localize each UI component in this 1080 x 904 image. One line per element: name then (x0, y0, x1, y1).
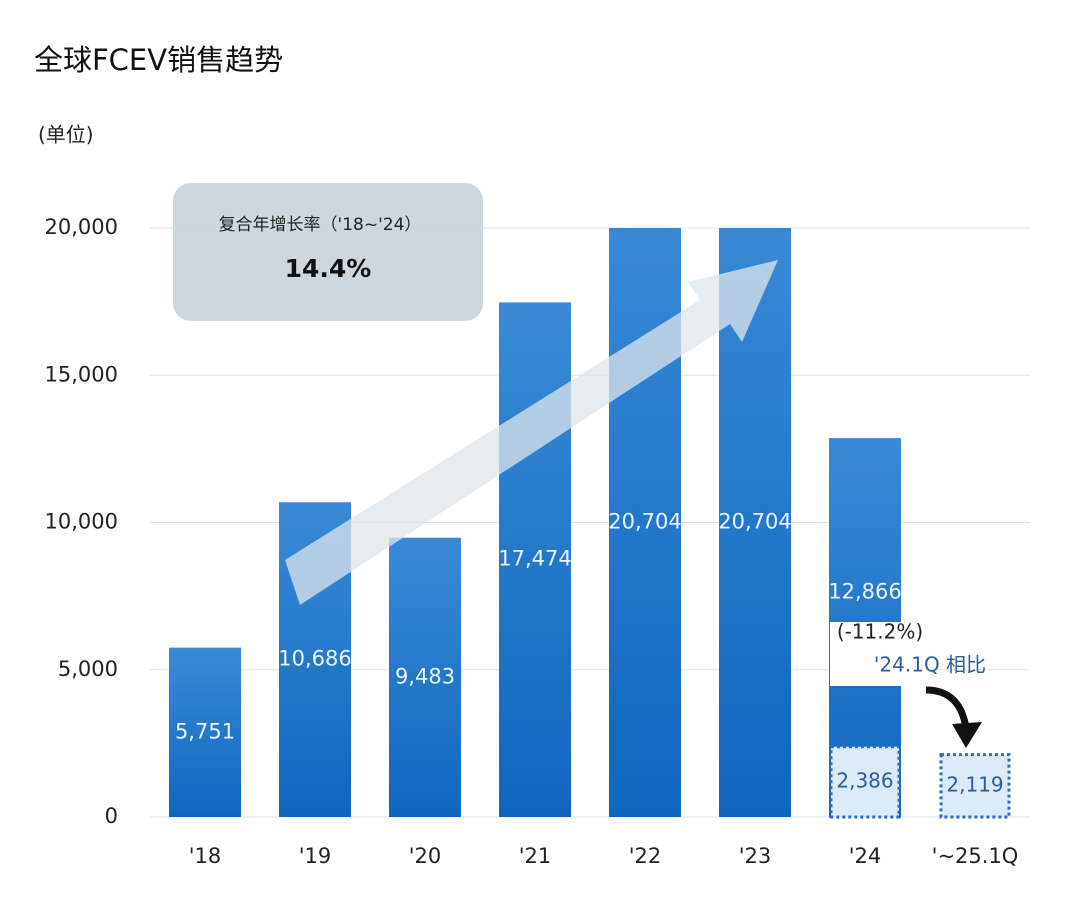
annotation-bg (830, 622, 930, 686)
bar (829, 745, 901, 819)
value-label: 20,704 (718, 510, 791, 534)
x-tick-label: '18 (189, 844, 222, 868)
unit-label: (单位) (38, 123, 94, 147)
x-tick-label: '21 (519, 844, 552, 868)
y-tick-label: 0 (105, 804, 118, 828)
y-tick-label: 10,000 (45, 510, 118, 534)
value-label: 5,751 (175, 719, 235, 743)
change-annotation: (-11.2%) (837, 620, 923, 644)
value-label: 10,686 (278, 647, 351, 671)
x-tick-label: '19 (299, 844, 332, 868)
value-label: 17,474 (498, 547, 571, 571)
bar (389, 537, 461, 817)
y-tick-label: 20,000 (45, 215, 118, 239)
compare-annotation: '24.1Q 相比 (874, 653, 986, 677)
y-tick-label: 15,000 (45, 362, 118, 386)
value-label: 12,866 (828, 579, 901, 603)
chart-title: 全球FCEV销售趋势 (34, 43, 283, 77)
cagr-value: 14.4% (285, 254, 372, 283)
value-label: 20,704 (608, 510, 681, 534)
x-tick-label: '22 (629, 844, 662, 868)
x-tick-label: '23 (739, 844, 772, 868)
bar (719, 228, 791, 817)
bar (939, 753, 1011, 819)
bar (169, 647, 241, 817)
x-tick-label: '24 (849, 844, 882, 868)
trend-arrow (285, 260, 778, 605)
y-tick-label: 5,000 (58, 657, 118, 681)
cagr-box (173, 183, 483, 321)
value-label: 2,386 (836, 768, 893, 792)
value-label: 2,119 (946, 772, 1003, 796)
value-label: 9,483 (395, 664, 455, 688)
compare-arrow (925, 686, 970, 729)
x-tick-label: '20 (409, 844, 442, 868)
compare-arrowhead (952, 722, 982, 748)
bar (499, 302, 571, 817)
cagr-title: 复合年增长率（'18~'24） (219, 215, 422, 235)
x-tick-label: '~25.1Q (932, 844, 1019, 868)
